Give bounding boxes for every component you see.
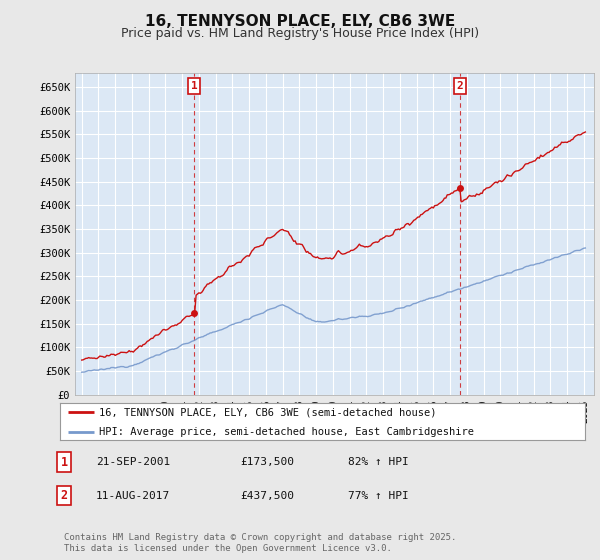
- Text: 16, TENNYSON PLACE, ELY, CB6 3WE (semi-detached house): 16, TENNYSON PLACE, ELY, CB6 3WE (semi-d…: [100, 407, 437, 417]
- Text: 2: 2: [61, 489, 68, 502]
- Text: £173,500: £173,500: [240, 457, 294, 467]
- Text: £437,500: £437,500: [240, 491, 294, 501]
- Text: HPI: Average price, semi-detached house, East Cambridgeshire: HPI: Average price, semi-detached house,…: [100, 427, 475, 437]
- Text: 1: 1: [191, 81, 197, 91]
- Text: 82% ↑ HPI: 82% ↑ HPI: [348, 457, 409, 467]
- Text: 77% ↑ HPI: 77% ↑ HPI: [348, 491, 409, 501]
- Text: 21-SEP-2001: 21-SEP-2001: [96, 457, 170, 467]
- Text: Contains HM Land Registry data © Crown copyright and database right 2025.
This d: Contains HM Land Registry data © Crown c…: [64, 533, 457, 553]
- Text: 2: 2: [457, 81, 464, 91]
- Text: 1: 1: [61, 455, 68, 469]
- Text: 16, TENNYSON PLACE, ELY, CB6 3WE: 16, TENNYSON PLACE, ELY, CB6 3WE: [145, 14, 455, 29]
- Text: 11-AUG-2017: 11-AUG-2017: [96, 491, 170, 501]
- Text: Price paid vs. HM Land Registry's House Price Index (HPI): Price paid vs. HM Land Registry's House …: [121, 27, 479, 40]
